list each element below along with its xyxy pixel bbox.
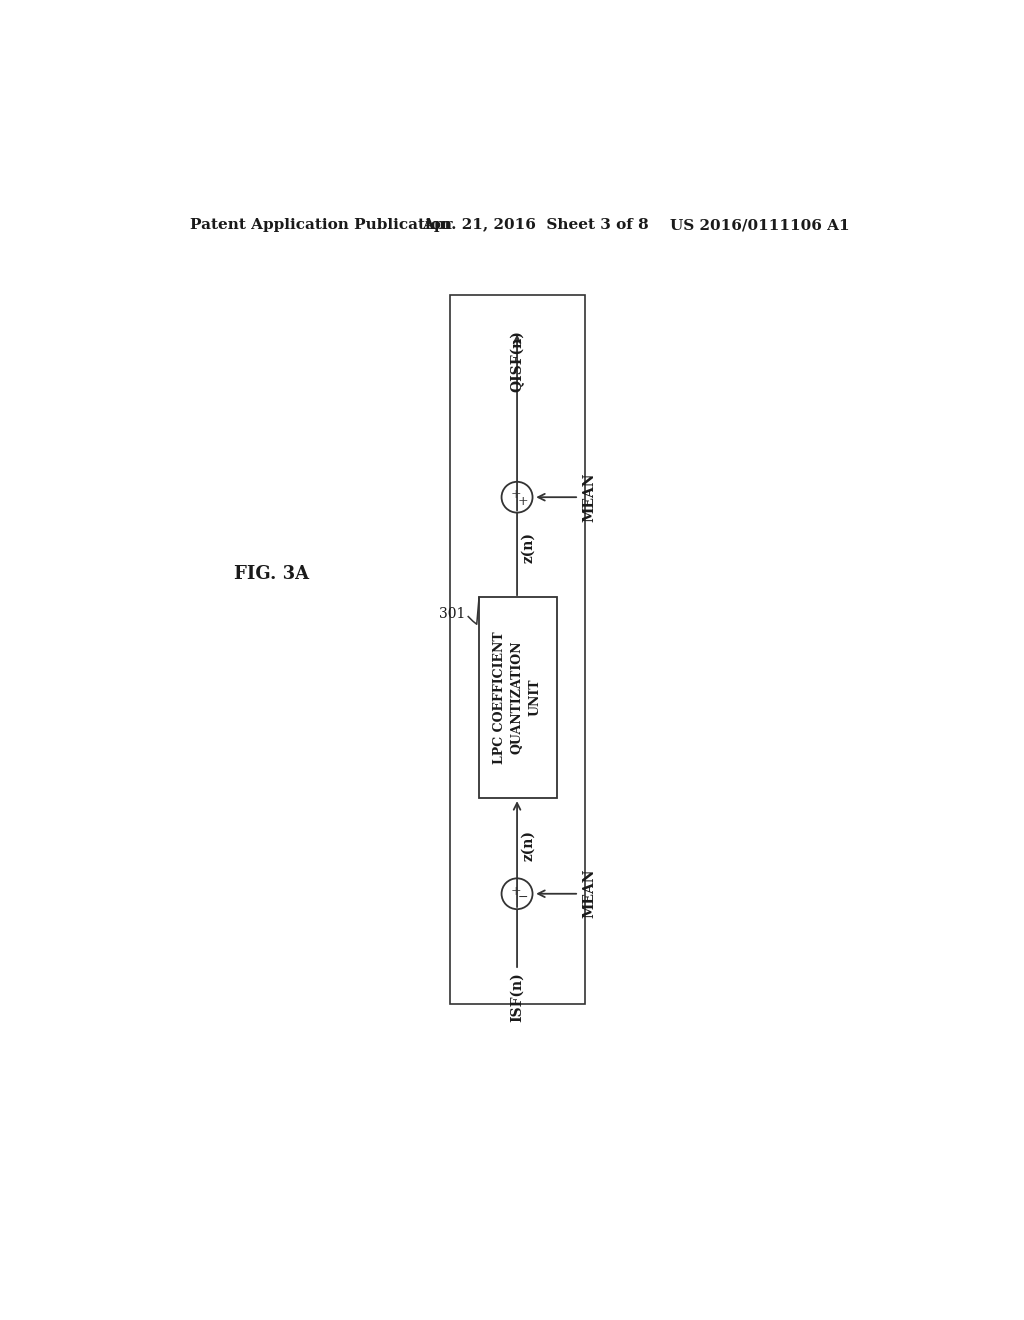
Bar [479,597,557,797]
Text: z(n): z(n) [521,830,536,861]
Text: US 2016/0111106 A1: US 2016/0111106 A1 [671,218,850,232]
Circle shape [502,878,532,909]
Text: LPC COEFFICIENT
QUANTIZATION
UNIT: LPC COEFFICIENT QUANTIZATION UNIT [493,631,542,764]
Text: ISF(n): ISF(n) [510,973,524,1022]
Text: QISF(n): QISF(n) [510,330,524,392]
Text: +: + [510,884,521,898]
Text: 301: 301 [438,607,465,622]
Circle shape [502,482,532,512]
Text: +: + [517,495,527,508]
Text: Patent Application Publication: Patent Application Publication [190,218,452,232]
Bar [450,296,586,1003]
Text: MEAN: MEAN [583,869,596,919]
Text: z(n): z(n) [521,532,536,562]
Text: MEAN: MEAN [583,473,596,521]
Text: FIG. 3A: FIG. 3A [233,565,309,583]
Text: +: + [510,488,521,502]
Text: Apr. 21, 2016  Sheet 3 of 8: Apr. 21, 2016 Sheet 3 of 8 [423,218,649,232]
Text: −: − [517,891,527,904]
